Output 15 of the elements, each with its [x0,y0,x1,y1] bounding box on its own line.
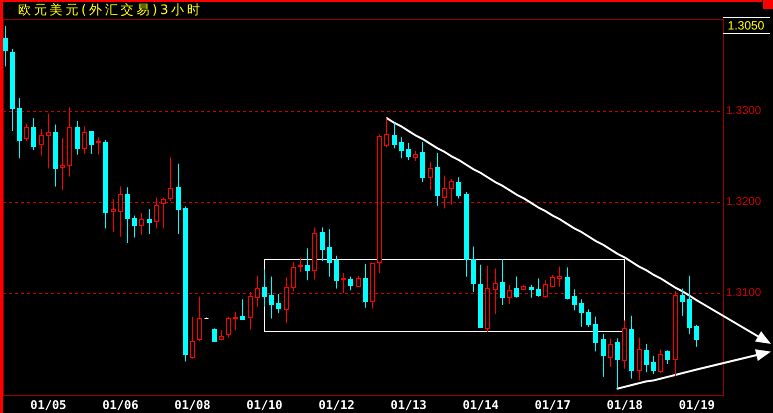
x-tick-label: 01/14 [462,398,499,412]
x-tick-label: 01/13 [390,398,427,412]
x-tick-label: 01/12 [318,398,355,412]
x-tick-label: 01/05 [30,398,66,412]
x-tick-label: 01/10 [246,398,283,412]
x-tick-label: 01/18 [606,398,643,412]
x-tick-label: 01/17 [534,398,571,412]
x-tick-label: 01/06 [102,398,138,412]
y-tick-label: 1.3100 [726,287,762,300]
chart-title: 欧元美元(外汇交易)3小时 [18,2,203,18]
x-tick-label: 01/19 [678,398,715,412]
y-tick-label: 1.3200 [726,196,762,208]
text: 1.3050 [728,18,765,32]
x-tick-label: 01/08 [174,398,210,412]
y-tick-label: 1.3300 [726,104,762,117]
